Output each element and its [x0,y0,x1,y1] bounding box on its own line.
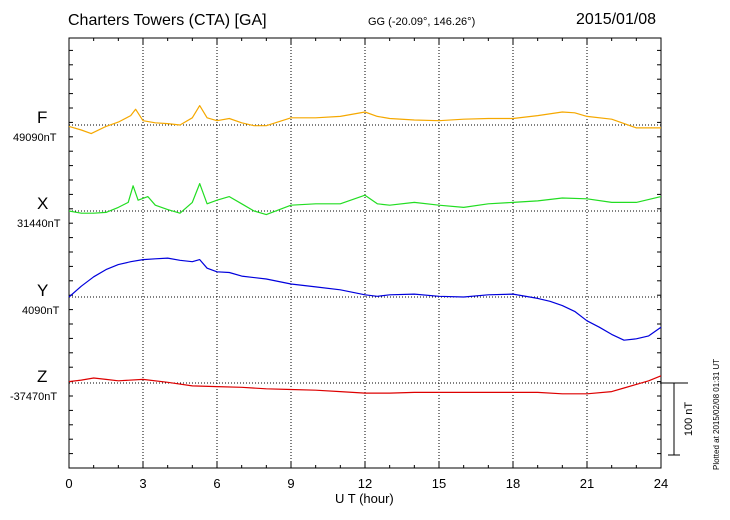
component-label-y: Y [37,281,49,300]
plot-frame [68,37,662,469]
x-tick-label: 6 [213,476,220,491]
x-axis-label: U T (hour) [335,491,394,506]
series-line-y [68,257,662,341]
x-tick-label: 15 [432,476,446,491]
series-line-z [68,375,662,395]
x-tick-label: 21 [580,476,594,491]
component-baseline-x: 31440nT [17,218,61,230]
scale-bar-label: 100 nT [683,402,695,437]
series-line-x [68,183,662,216]
x-tick-label: 24 [654,476,668,491]
component-baseline-f: 49090nT [13,132,57,144]
x-tick-label: 18 [506,476,520,491]
x-tick-label: 3 [139,476,146,491]
series-line-f [68,104,661,135]
x-tick-label: 12 [358,476,372,491]
component-baseline-y: 4090nT [22,305,60,317]
geographic-coordinates: GG (-20.09°, 146.26°) [368,16,476,28]
component-label-z: Z [37,367,48,386]
x-tick-label: 0 [65,476,72,491]
x-tick-label: 9 [287,476,294,491]
component-label-f: F [37,108,48,127]
component-baseline-z: -37470nT [10,391,58,403]
component-label-x: X [37,194,49,213]
station-title: Charters Towers (CTA) [GA] [68,12,267,29]
plot-date: 2015/01/08 [576,11,657,28]
